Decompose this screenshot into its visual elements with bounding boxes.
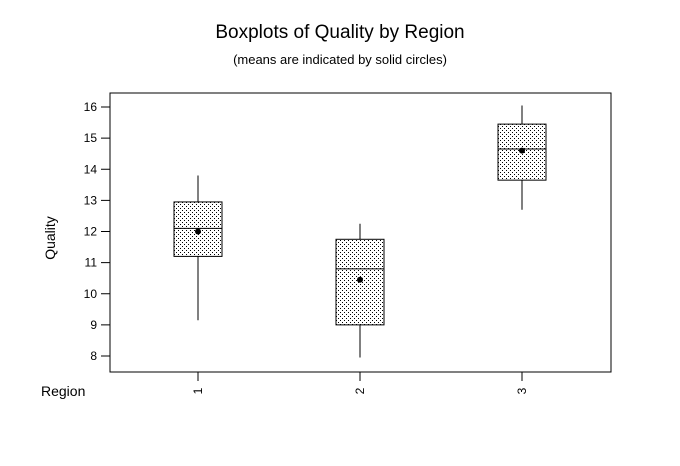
- x-tick-label: 2: [353, 387, 367, 394]
- x-axis: 1 2 3: [191, 372, 529, 394]
- y-axis-label: Quality: [42, 216, 58, 260]
- y-tick-label: 14: [84, 162, 98, 176]
- chart-subtitle: (means are indicated by solid circles): [233, 52, 447, 67]
- y-tick-label: 13: [84, 193, 98, 207]
- box-series: [173, 105, 547, 358]
- y-axis: 8 9 10 11 12 13 14 15 16: [84, 100, 110, 363]
- box-region-1: [173, 175, 223, 321]
- chart-title: Boxplots of Quality by Region: [215, 22, 464, 43]
- x-tick-label: 1: [191, 387, 205, 394]
- box-region-2: [335, 223, 385, 358]
- mean-marker: [357, 276, 363, 283]
- x-tick-label: 3: [515, 387, 529, 394]
- y-tick-label: 8: [90, 349, 97, 363]
- y-tick-label: 15: [84, 131, 98, 145]
- x-axis-label: Region: [41, 383, 85, 399]
- mean-marker: [195, 228, 201, 235]
- y-tick-label: 11: [85, 256, 98, 270]
- y-tick-label: 12: [84, 225, 98, 239]
- y-tick-label: 10: [84, 287, 98, 301]
- y-tick-label: 9: [90, 318, 97, 332]
- mean-marker: [519, 147, 525, 154]
- y-tick-label: 16: [84, 100, 98, 114]
- box-region-3: [497, 105, 547, 210]
